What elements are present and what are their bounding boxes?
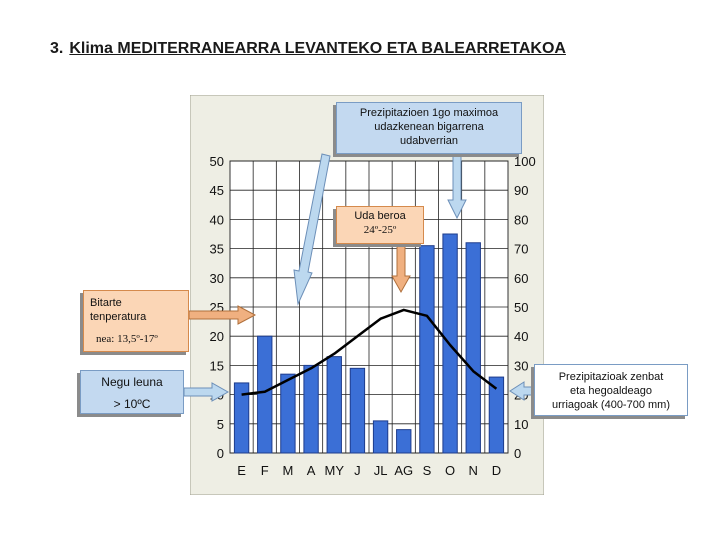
y-left-tick-label: 20 [210,329,224,344]
x-tick-label: MY [325,463,345,478]
callout-precip-south-line1: Prezipitazioak zenbat [535,370,687,384]
x-tick-label: F [261,463,269,478]
y-left-tick-label: 35 [210,242,224,257]
y-right-tick-label: 70 [514,242,528,257]
y-right-tick-label: 30 [514,358,528,373]
x-tick-label: O [445,463,455,478]
y-right-tick-label: 20 [514,388,528,403]
y-left-tick-label: 10 [210,388,224,403]
bar-f [258,336,272,453]
bar-ag [397,430,411,453]
x-tick-label: A [307,463,316,478]
y-left-tick-label: 15 [210,358,224,373]
callout-range-line1: Bitarte [90,296,188,310]
y-right-tick-label: 80 [514,212,528,227]
bar-n [466,243,480,453]
callout-summer-value: 24º-25º [337,223,423,237]
slide-title: 3. Klima MEDITERRANEARRA LEVANTEKO ETA BA… [50,40,566,58]
y-right-tick-label: 60 [514,271,528,286]
callout-precip-max-line2: udazkenean bigarrena [337,120,521,134]
y-left-tick-label: 45 [210,183,224,198]
bar-j [350,368,364,453]
y-right-tick-label: 40 [514,329,528,344]
y-left-tick-label: 5 [217,417,224,432]
title-text: Klima MEDITERRANEARRA LEVANTEKO ETA BALE… [69,40,566,57]
callout-range: Bitarte tenperatura nea: 13,5º-17º [83,290,189,352]
callout-range-value: nea: 13,5º-17º [96,332,188,346]
x-tick-label: AG [394,463,413,478]
callout-precip-max-line1: Prezipitazioen 1go maximoa [337,106,521,120]
callout-precip-max-line3: udabverrian [337,134,521,148]
x-tick-label: J [354,463,361,478]
bar-a [304,365,318,453]
y-right-tick-label: 0 [514,446,521,461]
x-tick-label: D [492,463,501,478]
bar-my [327,357,341,453]
y-right-tick-label: 10 [514,417,528,432]
x-tick-label: S [423,463,432,478]
bar-s [420,246,434,453]
climate-chart-svg: 0 5 10 15 20 25 30 35 40 45 50 0 10 20 30 40 50 60 70 80 90 1… [190,95,544,495]
callout-precip-south: Prezipitazioak zenbat eta hegoaldeago ur… [534,364,688,416]
callout-winter-value: > 10ºC [81,397,183,411]
callout-winter-title: Negu leuna [81,375,183,389]
callout-precip-max: Prezipitazioen 1go maximoa udazkenean bi… [336,102,522,154]
y-left-tick-label: 0 [217,446,224,461]
bar-jl [373,421,387,453]
y-left-tick-label: 25 [210,300,224,315]
callout-precip-south-line3: urriagoak (400-700 mm) [535,398,687,412]
callout-summer: Uda beroa 24º-25º [336,206,424,244]
callout-precip-south-line2: eta hegoaldeago [535,384,687,398]
y-right-tick-label: 100 [514,154,536,169]
x-tick-label: M [282,463,293,478]
callout-winter: Negu leuna > 10ºC [80,370,184,414]
y-left-tick-label: 50 [210,154,224,169]
x-tick-label: E [237,463,246,478]
y-left-tick-label: 30 [210,271,224,286]
callout-summer-title: Uda beroa [337,209,423,223]
callout-range-line2: tenperatura [90,310,188,324]
climate-chart: 0 5 10 15 20 25 30 35 40 45 50 0 10 20 30 40 50 60 70 80 90 1… [190,95,544,495]
y-right-tick-label: 50 [514,300,528,315]
y-right-tick-label: 90 [514,183,528,198]
y-left-tick-label: 40 [210,212,224,227]
title-number: 3. [50,40,63,57]
bar-m [281,374,295,453]
x-tick-label: N [469,463,478,478]
x-tick-label: JL [374,463,388,478]
